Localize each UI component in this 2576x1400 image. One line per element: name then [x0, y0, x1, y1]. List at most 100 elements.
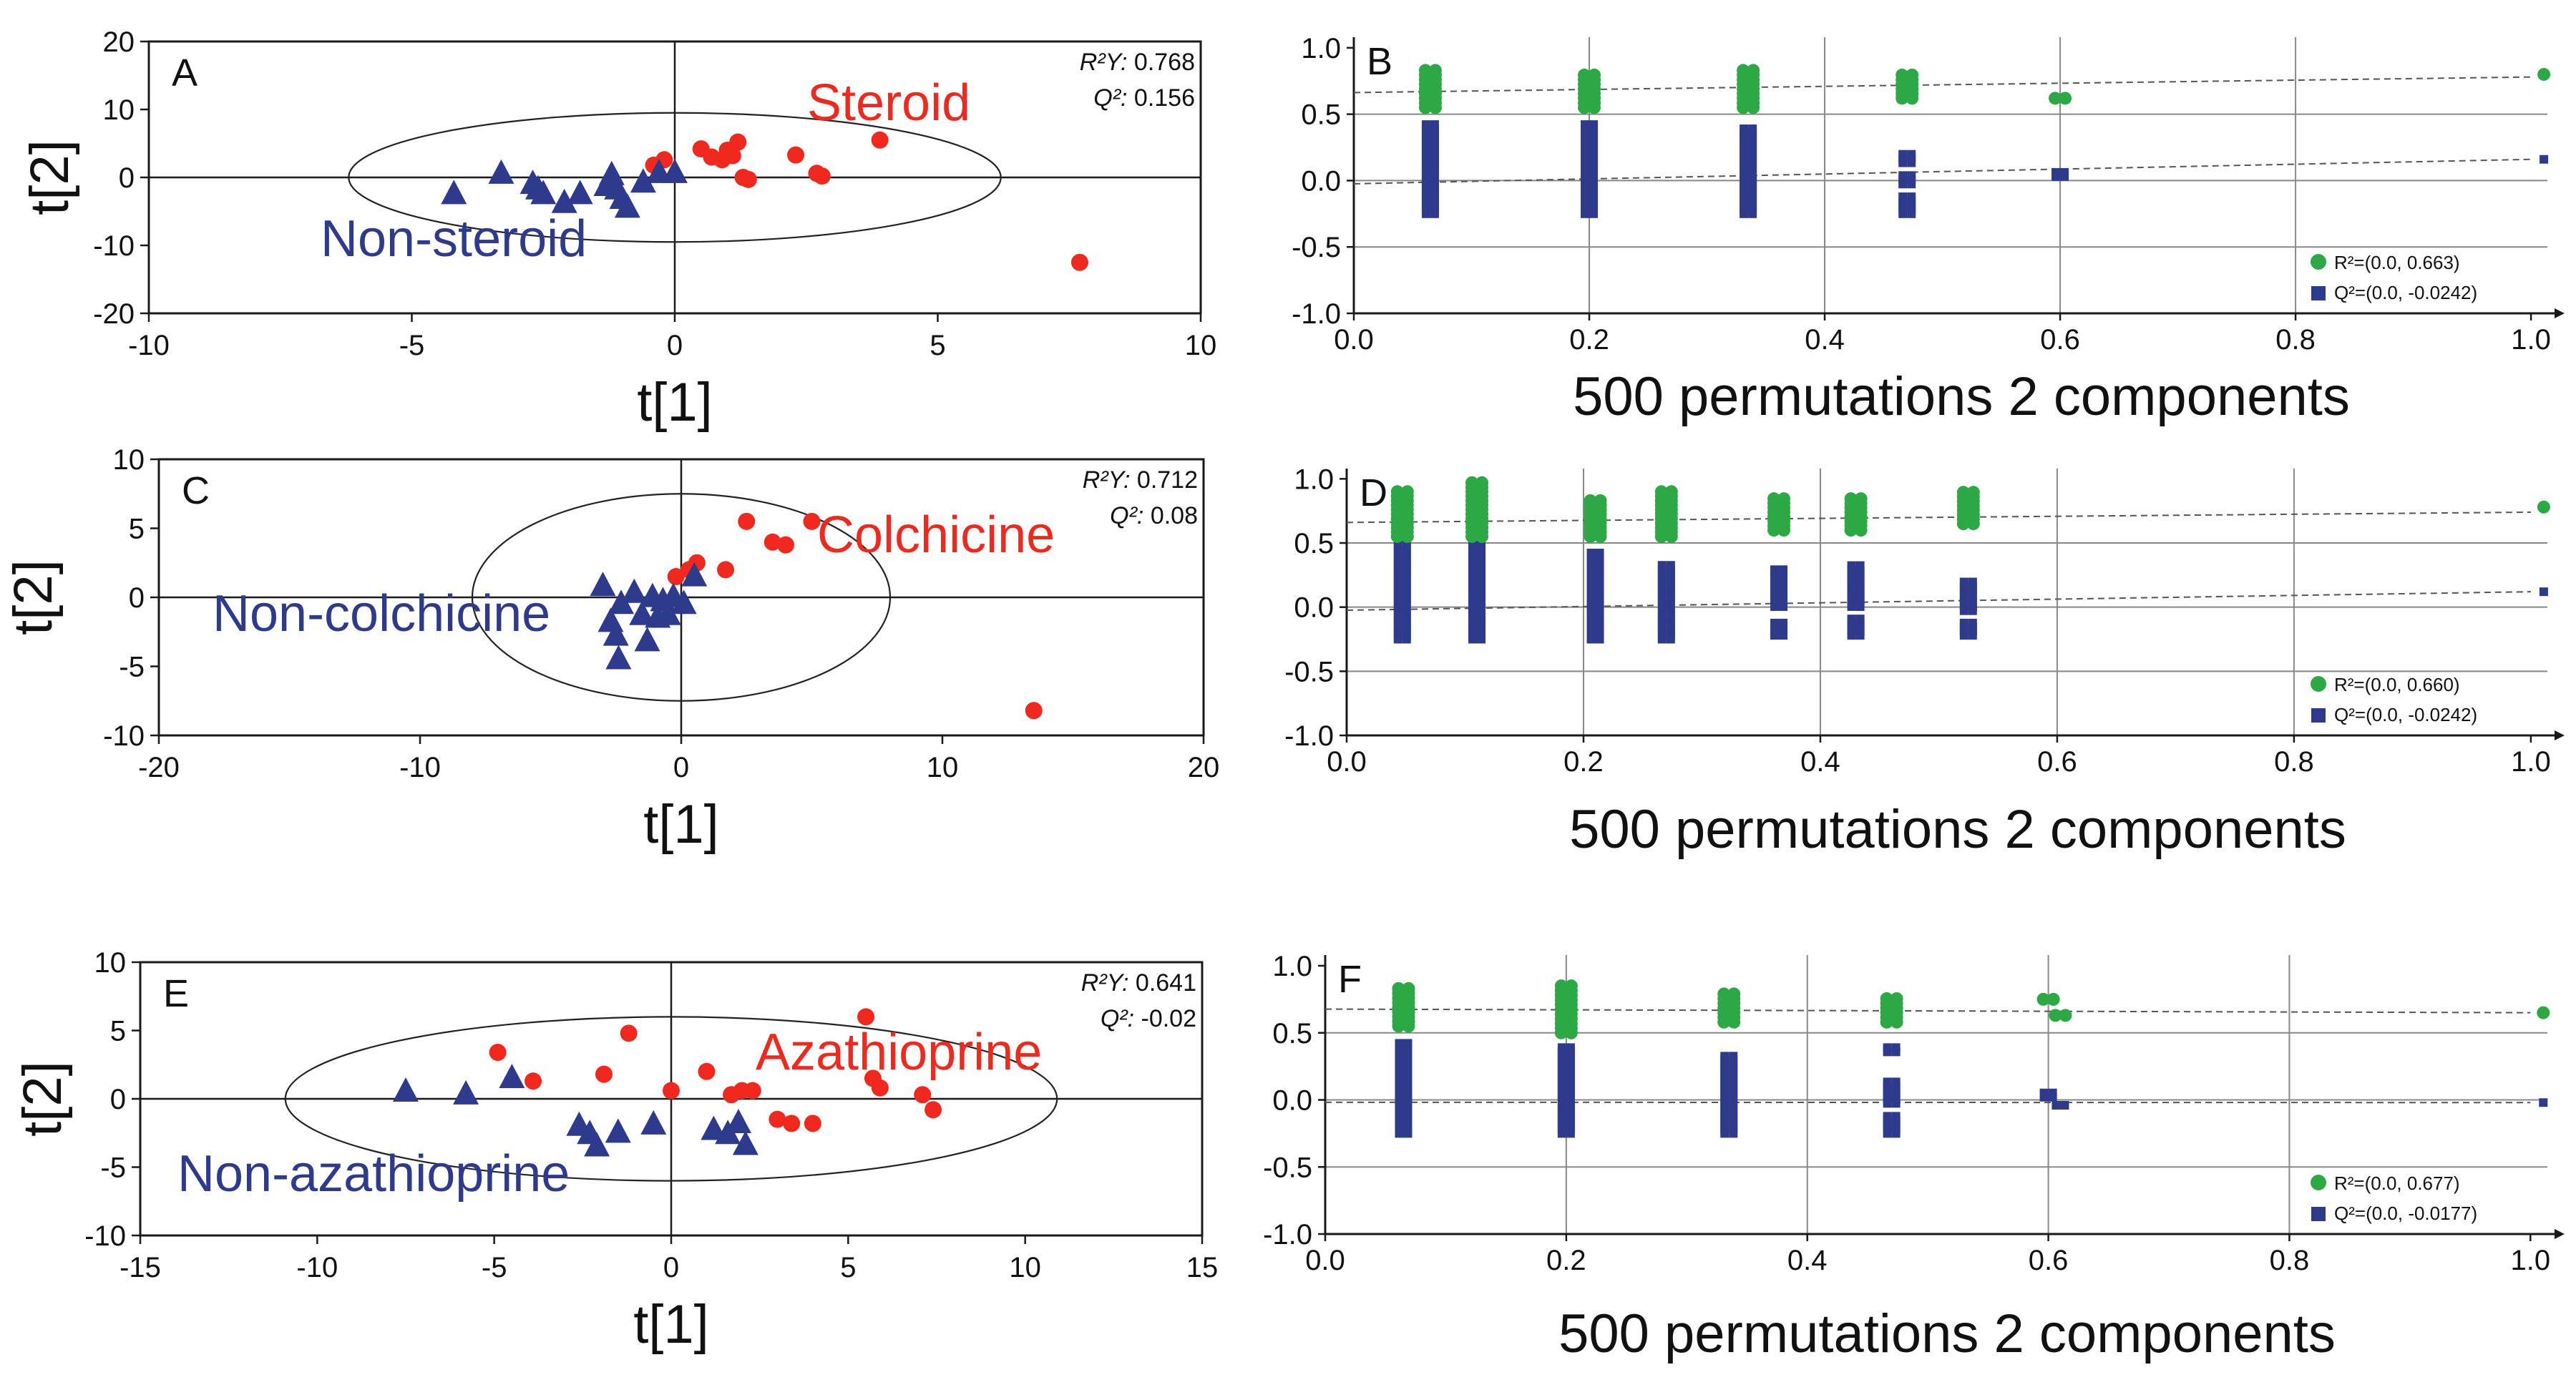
r2y-value: 0.768	[1127, 49, 1195, 76]
x-tick-label: -10	[296, 1252, 338, 1283]
q2-permutation-point	[2051, 167, 2061, 177]
x-tick-label: -5	[482, 1252, 507, 1283]
r2-permutation-point	[1465, 476, 1479, 489]
x-axis-label: 500 permutations 2 components	[1573, 366, 2350, 427]
q2-permutation-point	[1968, 577, 1977, 587]
q2-permutation-point	[1720, 1052, 1729, 1061]
r2-permutation-point	[1956, 486, 1970, 499]
panel-letter: A	[172, 52, 197, 94]
r2-permutation-point	[2059, 1009, 2072, 1022]
q2-permutation-point	[1907, 171, 1916, 180]
y-tick-label: -0.5	[1263, 1152, 1312, 1183]
y-tick-label: 0.5	[1272, 1018, 1312, 1049]
x-axis-label: t[1]	[637, 372, 713, 433]
q2-permutation-point	[1968, 618, 1977, 627]
r2y-stat: R²Y: 0.768	[1080, 49, 1195, 76]
score-point-colchicine	[803, 512, 821, 530]
q2-permutation-point	[2060, 1101, 2069, 1110]
q2-permutation-point	[1898, 150, 1908, 159]
q2-regression-line	[1346, 591, 2531, 612]
x-tick-label: 0	[663, 1252, 679, 1283]
q2-stat: Q²: -0.02	[1101, 1005, 1196, 1032]
q2-permutation-point	[1729, 1052, 1738, 1061]
r2-regression-line	[1353, 76, 2532, 94]
x-axis-arrow	[2555, 308, 2565, 318]
r2-permutation-point	[1402, 982, 1415, 995]
legend-r2-marker	[2311, 254, 2326, 270]
score-point-azathioprine	[769, 1110, 786, 1128]
x-tick-label: 0.4	[1800, 746, 1840, 778]
score-point-non-colchicine	[608, 589, 635, 615]
q2-regression-line	[1353, 158, 2532, 185]
q2-stat: Q²: 0.156	[1093, 84, 1195, 112]
group-label-positive: Colchicine	[817, 506, 1055, 564]
r2-permutation-point	[1854, 492, 1868, 506]
y-tick-label: 0.5	[1294, 528, 1334, 559]
q2-permutation-point	[1855, 615, 1865, 624]
y-axis-label: t[2]	[19, 139, 80, 215]
score-point-non-colchicine	[655, 600, 681, 625]
legend-r2-label: R²=(0.0, 0.660)	[2334, 674, 2460, 695]
x-axis-label: t[1]	[643, 794, 719, 855]
x-tick-label: 1.0	[2511, 746, 2551, 778]
y-tick-label: -10	[93, 230, 135, 262]
r2y-stat: R²Y: 0.641	[1081, 969, 1196, 997]
y-tick-label: -0.5	[1292, 232, 1341, 263]
score-point-non-azathioprine	[605, 1118, 631, 1143]
q2-original-point	[2539, 587, 2548, 597]
score-point-azathioprine	[489, 1044, 507, 1062]
r2-permutation-point	[1564, 979, 1578, 993]
r2-permutation-point	[1584, 494, 1597, 507]
y-tick-label: 0.5	[1301, 99, 1341, 131]
score-point-colchicine	[667, 568, 685, 586]
panel-letter: D	[1360, 471, 1387, 514]
r2-permutation-point	[1392, 982, 1405, 995]
panel-letter: F	[1338, 958, 1362, 1001]
x-tick-label: 0.8	[2270, 1245, 2310, 1276]
r2-permutation-point	[2049, 1009, 2062, 1022]
q2-permutation-point	[1557, 1043, 1566, 1052]
y-tick-label: -1.0	[1284, 720, 1334, 752]
q2-label: Q²:	[1101, 1005, 1134, 1032]
y-tick-label: 0.0	[1301, 165, 1341, 197]
r2-permutation-point	[2046, 992, 2060, 1006]
r2-permutation-point	[1594, 494, 1607, 507]
x-tick-label: -5	[399, 330, 425, 361]
q2-permutation-point	[1566, 1043, 1575, 1052]
score-point-azathioprine	[871, 1079, 889, 1097]
r2-permutation-point	[1880, 992, 1893, 1005]
x-tick-label: 0.4	[1805, 324, 1845, 356]
x-tick-label: 0.4	[1787, 1245, 1828, 1276]
r2-permutation-point	[1727, 987, 1741, 1001]
x-tick-label: 1.0	[2511, 1245, 2551, 1276]
q2-permutation-point	[1883, 1112, 1892, 1121]
r2y-stat: R²Y: 0.712	[1083, 466, 1198, 494]
r2y-label: R²Y:	[1080, 49, 1128, 76]
score-point-azathioprine	[595, 1065, 613, 1083]
y-tick-label: 10	[94, 947, 127, 979]
score-point-non-steroid	[551, 188, 577, 213]
permutation-plot-d: 0.0 0.2 0.4 0.6 0.8 1.0 1.0 0.5 0.0 -0.5 -1.0 D R²=(…	[1284, 464, 2565, 860]
r2-permutation-point	[1966, 486, 1980, 499]
score-point-steroid	[787, 146, 805, 164]
y-tick-label: 1.0	[1301, 33, 1341, 64]
y-tick-label: 1.0	[1272, 951, 1312, 982]
r2-original-point	[2537, 500, 2550, 514]
panel-letter: B	[1367, 40, 1392, 83]
y-axis-label: t[2]	[3, 559, 64, 635]
x-tick-label: 0.6	[2037, 746, 2077, 778]
score-point-azathioprine	[857, 1008, 875, 1026]
r2-permutation-point	[1418, 64, 1432, 77]
r2-permutation-point	[2059, 92, 2072, 105]
score-point-non-azathioprine	[393, 1077, 419, 1102]
x-tick-label: 0.0	[1305, 1245, 1345, 1276]
score-point-azathioprine	[783, 1115, 801, 1132]
score-point-non-steroid	[488, 159, 514, 184]
legend-q2-label: Q²=(0.0, -0.0177)	[2334, 1203, 2477, 1224]
q2-permutation-point	[1770, 565, 1780, 574]
score-point-azathioprine	[620, 1024, 638, 1042]
score-point-azathioprine	[525, 1072, 542, 1090]
q2-permutation-point	[2039, 1088, 2049, 1097]
